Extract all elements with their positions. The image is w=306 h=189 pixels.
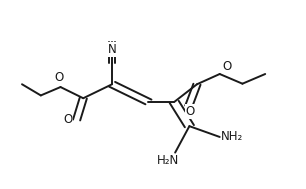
Text: H₂N: H₂N bbox=[157, 154, 180, 167]
Text: O: O bbox=[63, 113, 73, 125]
Text: N: N bbox=[108, 43, 117, 56]
Text: O: O bbox=[223, 60, 232, 73]
Text: O: O bbox=[54, 71, 64, 84]
Text: NH₂: NH₂ bbox=[221, 129, 244, 143]
Text: O: O bbox=[186, 105, 195, 118]
